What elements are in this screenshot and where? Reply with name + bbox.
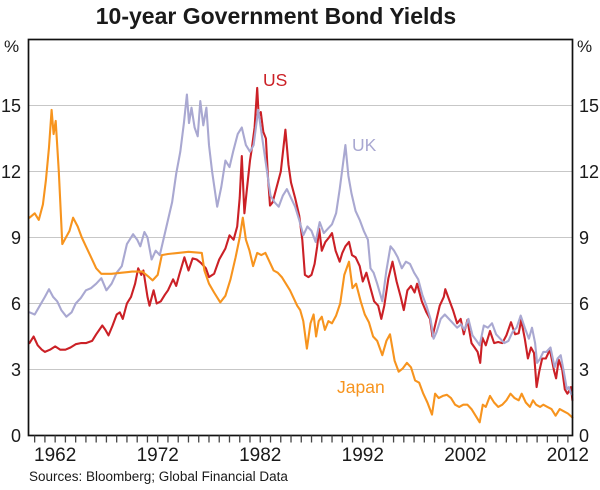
- y-axis-tick-label-right: 9: [579, 228, 589, 248]
- x-axis-tick-label: 1962: [34, 445, 76, 466]
- y-axis-tick-label-left: 0: [11, 426, 21, 446]
- series-label-us: US: [263, 70, 288, 90]
- y-axis-tick-label-right: 3: [579, 360, 589, 380]
- y-axis-tick-label-left: 12: [1, 162, 21, 182]
- series-label-japan: Japan: [337, 377, 385, 397]
- series-line-japan: [28, 108, 574, 424]
- y-axis-tick-label-right: 15: [579, 96, 599, 116]
- y-axis-tick-label-left: 3: [11, 360, 21, 380]
- y-axis-unit-left: %: [4, 37, 20, 56]
- source-note: Sources: Bloomberg; Global Financial Dat…: [29, 469, 288, 484]
- x-axis-tick-label: 1972: [137, 445, 179, 466]
- series-label-uk: UK: [352, 135, 377, 155]
- y-axis-unit-right: %: [577, 37, 593, 56]
- plot-border: [27, 38, 574, 437]
- series-line-uk: [28, 93, 574, 396]
- y-axis-tick-label-right: 12: [579, 162, 599, 182]
- y-axis-tick-label-left: 15: [1, 96, 21, 116]
- y-axis-tick-label-left: 9: [11, 228, 21, 248]
- y-axis-tick-label-right: 6: [579, 294, 589, 314]
- chart-title: 10-year Government Bond Yields: [95, 3, 457, 29]
- x-axis-tick-label: 2002: [444, 445, 486, 466]
- y-axis-tick-label-left: 6: [11, 294, 21, 314]
- y-axis-tick-label-right: 0: [579, 426, 589, 446]
- series-line-us: [28, 86, 574, 402]
- x-axis-tick-label: 2012: [547, 445, 589, 466]
- x-axis-tick-label: 1982: [239, 445, 281, 466]
- x-axis-tick-label: 1992: [342, 445, 384, 466]
